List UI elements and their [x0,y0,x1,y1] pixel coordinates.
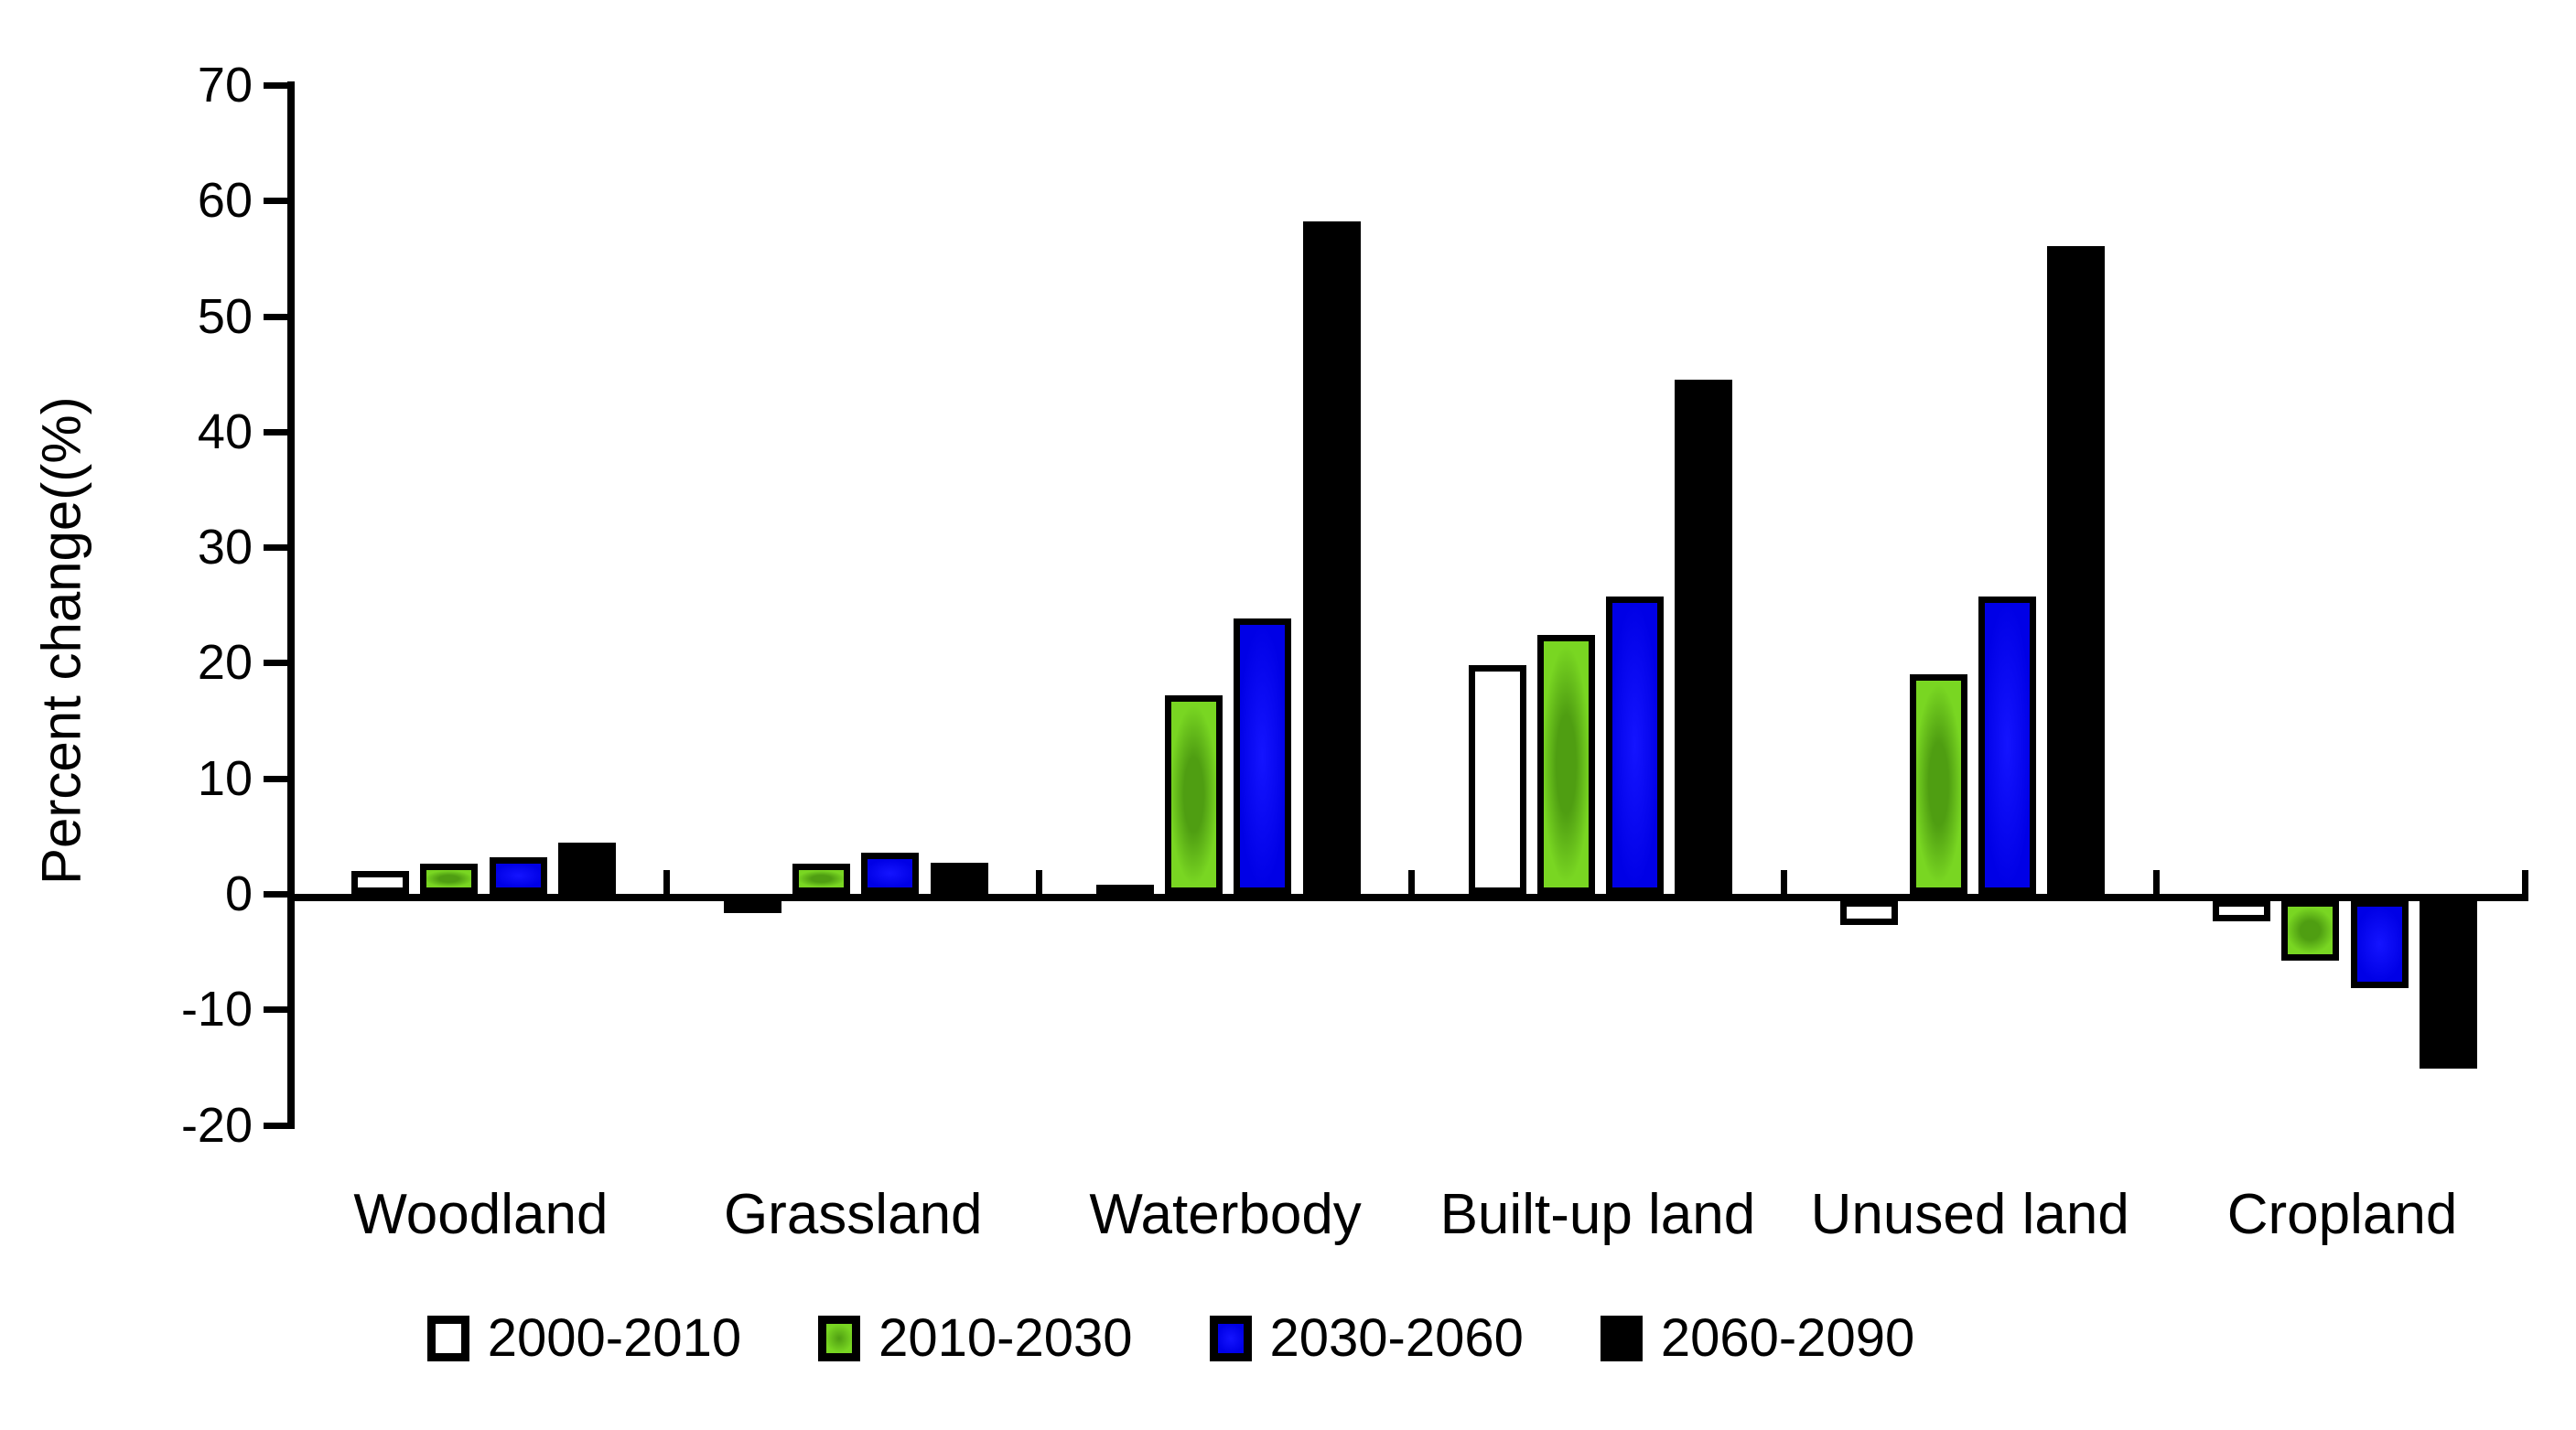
y-tick-label: 40 [197,403,253,459]
bar-2000-2010-Built-up land [1468,664,1526,894]
bar-2060-2090-Woodland [557,843,616,894]
legend: 2000-2010 2010-2030 2030-2060 2060-2090 [0,1312,2459,1365]
y-tick-label: 30 [197,520,253,575]
legend-swatch-2010-2030 [818,1316,861,1361]
bar-2000-2010-Waterbody [1095,884,1154,898]
bar-2060-2090-Unused land [2047,245,2106,894]
category-label-Waterbody: Waterbody [1089,1183,1362,1246]
legend-swatch-2060-2090 [1600,1316,1643,1361]
x-category-boundary-tick [1036,870,1043,894]
bar-2000-2010-Woodland [351,870,409,894]
y-tick-label: 10 [197,750,253,806]
y-tick-label: 0 [224,866,253,921]
bar-2060-2090-Waterbody [1302,221,1361,894]
bar-2060-2090-Cropland [2420,900,2478,1070]
category-label-Built-up land: Built-up land [1439,1183,1756,1246]
x-category-boundary-tick [2522,870,2528,894]
legend-label: 2030-2060 [1269,1308,1524,1368]
y-tick [264,1122,287,1129]
bar-2010-2030-Built-up land [1536,635,1595,894]
legend-label: 2000-2010 [487,1308,742,1368]
legend-swatch-2030-2060 [1209,1316,1252,1361]
bar-2010-2030-Woodland [420,864,479,894]
y-tick-label: 50 [197,288,253,344]
legend-item-2000-2010: 2000-2010 [426,1308,742,1368]
legend-item-2060-2090: 2060-2090 [1600,1308,1915,1368]
bar-2010-2030-Unused land [1909,674,1967,894]
bar-2030-2060-Cropland [2350,900,2409,988]
category-label-Woodland: Woodland [353,1183,609,1246]
bar-2000-2010-Unused land [1840,900,1899,925]
x-category-boundary-tick [1408,870,1415,894]
bar-2030-2060-Waterbody [1234,618,1292,894]
x-axis-line [287,894,2528,901]
y-tick-label: 70 [197,58,253,113]
bar-2010-2030-Waterbody [1164,694,1223,894]
y-tick [264,544,287,552]
bar-2060-2090-Grassland [930,862,988,894]
bar-2030-2060-Woodland [489,856,547,894]
legend-swatch-2000-2010 [426,1316,469,1361]
y-tick [264,1006,287,1014]
y-tick [264,775,287,782]
y-axis-line [287,81,295,1129]
y-tick-label: 60 [197,173,253,229]
legend-item-2030-2060: 2030-2060 [1209,1308,1524,1368]
legend-label: 2060-2090 [1660,1308,1915,1368]
y-tick [264,660,287,667]
category-label-Cropland: Cropland [2226,1183,2458,1246]
x-category-boundary-tick [2152,870,2160,894]
bar-2060-2090-Built-up land [1675,380,1733,894]
y-tick [264,198,287,205]
legend-item-2010-2030: 2010-2030 [818,1308,1133,1368]
bar-2010-2030-Cropland [2281,900,2340,961]
y-tick [264,428,287,435]
bar-2030-2060-Grassland [861,852,920,894]
y-tick [264,891,287,898]
y-tick [264,82,287,90]
y-tick-label: 20 [197,635,253,691]
category-label-Grassland: Grassland [723,1183,983,1246]
bar-2000-2010-Grassland [723,900,781,913]
bar-2030-2060-Built-up land [1606,597,1665,894]
bar-2030-2060-Unused land [1978,597,2036,894]
y-tick-label: -20 [180,1097,253,1153]
x-category-boundary-tick [663,870,671,894]
y-axis-title: Percent change((%) [30,396,92,885]
y-tick-label: -10 [180,982,253,1038]
category-label-Unused land: Unused land [1810,1183,2129,1246]
legend-label: 2010-2030 [878,1308,1133,1368]
bar-2000-2010-Cropland [2213,900,2271,921]
x-category-boundary-tick [1780,870,1787,894]
bar-2010-2030-Grassland [792,864,851,894]
y-tick [264,313,287,320]
